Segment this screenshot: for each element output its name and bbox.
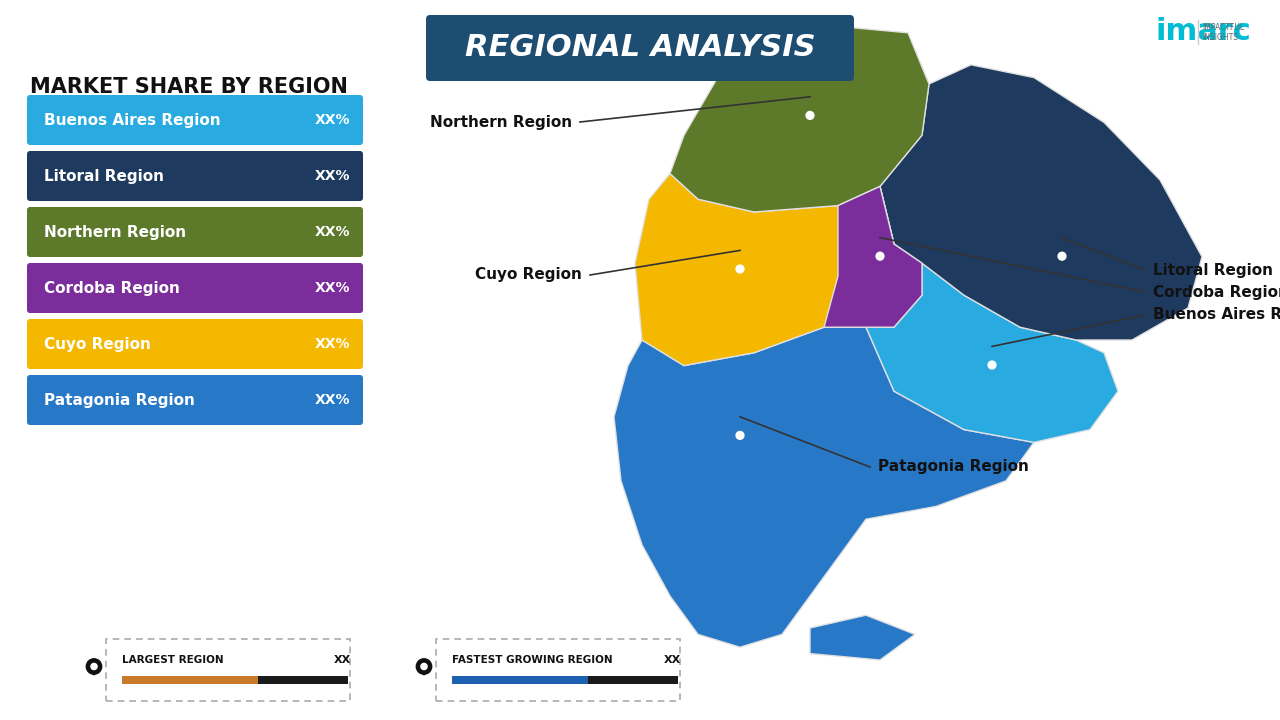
FancyBboxPatch shape <box>27 95 364 145</box>
Circle shape <box>736 265 744 273</box>
Text: Patagonia Region: Patagonia Region <box>878 459 1029 474</box>
Text: IMPACTFUL: IMPACTFUL <box>1202 24 1244 32</box>
Polygon shape <box>986 369 998 377</box>
Polygon shape <box>1056 260 1069 268</box>
Text: XX%: XX% <box>315 337 349 351</box>
Bar <box>122 676 257 684</box>
Text: Northern Region: Northern Region <box>44 225 186 240</box>
Circle shape <box>416 659 431 674</box>
Text: INSIGHTS: INSIGHTS <box>1202 32 1238 42</box>
Circle shape <box>800 106 819 125</box>
Text: Patagonia Region: Patagonia Region <box>44 392 195 408</box>
Text: Cordoba Region: Cordoba Region <box>44 281 180 295</box>
FancyBboxPatch shape <box>27 151 364 201</box>
Circle shape <box>876 252 884 260</box>
Text: REGIONAL ANALYSIS: REGIONAL ANALYSIS <box>465 34 815 63</box>
Polygon shape <box>867 264 1117 442</box>
Circle shape <box>982 355 1002 375</box>
Text: imarc: imarc <box>1155 17 1251 47</box>
Polygon shape <box>90 670 99 676</box>
Text: XX: XX <box>664 655 681 665</box>
Circle shape <box>1059 252 1066 260</box>
Text: XX%: XX% <box>315 281 349 295</box>
Circle shape <box>91 663 97 670</box>
Circle shape <box>730 259 750 279</box>
Polygon shape <box>635 174 893 366</box>
Text: MARKET SHARE BY REGION: MARKET SHARE BY REGION <box>29 77 348 97</box>
Polygon shape <box>824 186 922 327</box>
Text: XX%: XX% <box>315 225 349 239</box>
Text: XX%: XX% <box>315 169 349 183</box>
Text: XX%: XX% <box>315 113 349 127</box>
Circle shape <box>988 361 996 369</box>
Text: Buenos Aires Region: Buenos Aires Region <box>44 112 220 127</box>
Text: FASTEST GROWING REGION: FASTEST GROWING REGION <box>452 655 613 665</box>
Text: Cuyo Region: Cuyo Region <box>475 268 582 282</box>
Bar <box>452 676 588 684</box>
FancyBboxPatch shape <box>27 375 364 425</box>
Polygon shape <box>810 615 915 660</box>
Text: Buenos Aires Region: Buenos Aires Region <box>1153 307 1280 323</box>
Polygon shape <box>804 119 817 127</box>
Text: XX: XX <box>334 655 351 665</box>
Bar <box>122 676 348 684</box>
Polygon shape <box>733 439 746 447</box>
Circle shape <box>870 246 890 266</box>
Polygon shape <box>669 27 929 212</box>
Circle shape <box>421 663 428 670</box>
Polygon shape <box>419 670 429 676</box>
FancyBboxPatch shape <box>27 207 364 257</box>
Text: Cuyo Region: Cuyo Region <box>44 336 151 351</box>
Circle shape <box>1052 246 1071 266</box>
FancyBboxPatch shape <box>426 15 854 81</box>
Polygon shape <box>614 327 1034 647</box>
FancyBboxPatch shape <box>27 263 364 313</box>
Text: Litoral Region: Litoral Region <box>44 168 164 184</box>
Polygon shape <box>874 260 886 268</box>
Text: Northern Region: Northern Region <box>430 114 572 130</box>
Circle shape <box>730 426 750 445</box>
Text: Cordoba Region: Cordoba Region <box>1153 284 1280 300</box>
Circle shape <box>736 431 744 439</box>
Text: LARGEST REGION: LARGEST REGION <box>122 655 224 665</box>
Polygon shape <box>733 272 746 281</box>
FancyBboxPatch shape <box>27 319 364 369</box>
Circle shape <box>86 659 101 674</box>
Text: XX%: XX% <box>315 393 349 407</box>
FancyBboxPatch shape <box>106 639 349 701</box>
Text: Litoral Region: Litoral Region <box>1153 263 1274 277</box>
Circle shape <box>806 112 814 120</box>
Polygon shape <box>881 65 1202 340</box>
Bar <box>452 676 678 684</box>
FancyBboxPatch shape <box>436 639 680 701</box>
